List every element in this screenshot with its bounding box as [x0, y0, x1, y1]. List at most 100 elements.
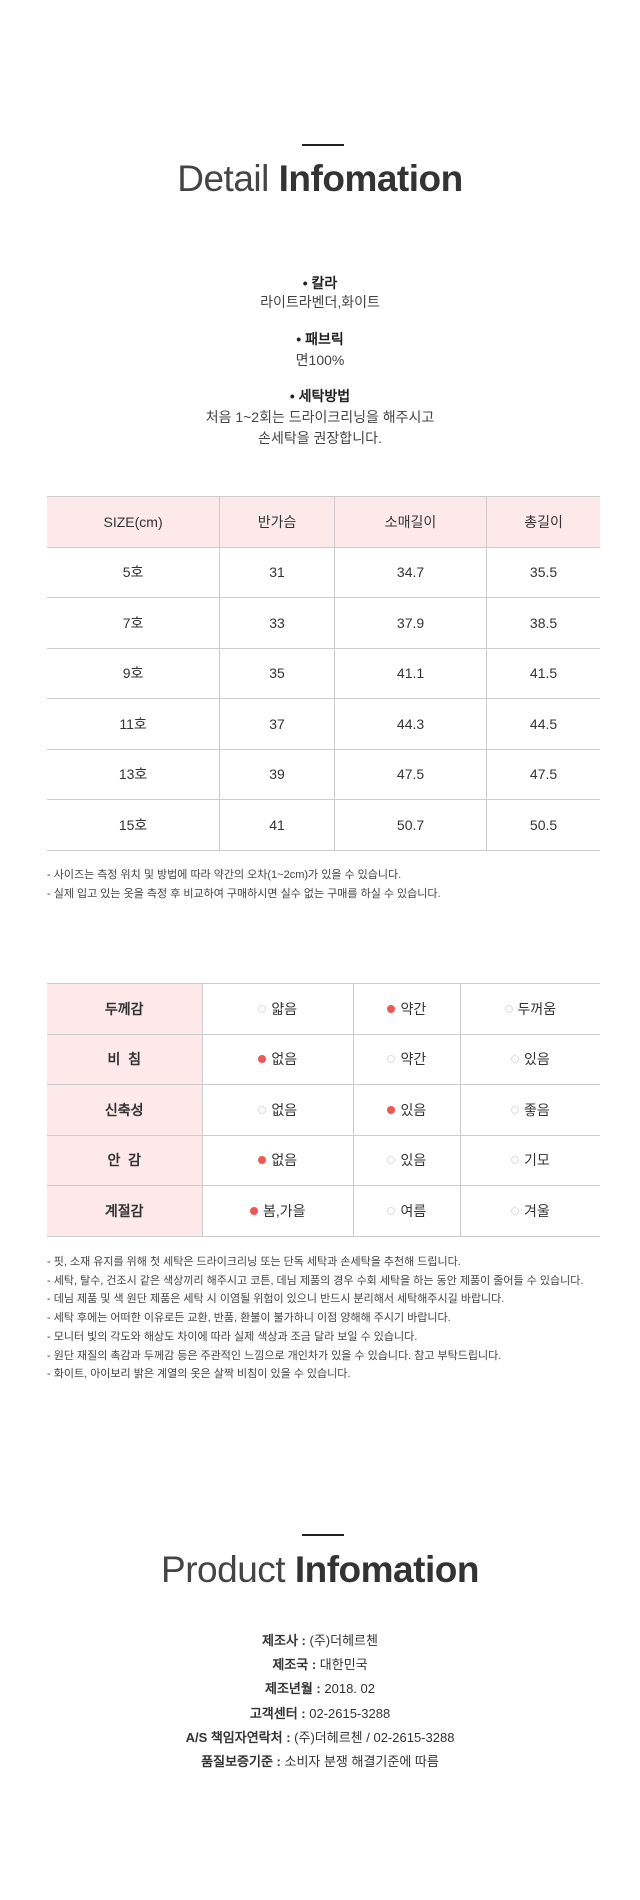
- option-label: 얇음: [271, 1000, 298, 1017]
- note-line: - 세탁 후에는 어떠한 이유로든 교환, 반품, 환불이 불가하니 이점 양해…: [47, 1312, 451, 1325]
- feel-option: 없음: [201, 1084, 354, 1136]
- note-line: - 핏, 소재 유지를 위해 첫 세탁은 드라이크리닝 또는 단독 세탁과 손세…: [47, 1256, 461, 1268]
- feel-row: 신축성 없음 있음 좋음: [47, 1084, 600, 1136]
- feel-option: 없음: [201, 1033, 354, 1085]
- table-row: 5호 31 34.7 35.5: [47, 546, 600, 598]
- feel-option: 있음: [459, 1033, 600, 1085]
- feel-option: 얇음: [201, 983, 354, 1035]
- bullet-icon: •: [296, 331, 306, 347]
- info-label: 제조국 :: [272, 1657, 317, 1673]
- option-label: 있음: [523, 1051, 550, 1068]
- feel-label: 두께감: [47, 983, 202, 1035]
- detail-title: Detail Infomation: [177, 158, 463, 199]
- spec-value: 손세탁을 권장합니다.: [258, 430, 382, 446]
- table-row: 9호 35 41.1 41.5: [47, 647, 600, 699]
- table-cell: 50.7: [333, 799, 487, 851]
- fabric-feel-table: 두께감 얇음 약간 두꺼움 비 침 없음 약간 있음 신축성 없음 있음 좋음 안 감 없음 있음 기모 계절감…: [47, 983, 600, 1237]
- selected-dot-icon: [258, 1055, 267, 1064]
- info-label: A/S 책임자연락처 :: [185, 1729, 291, 1745]
- unselected-dot-icon: [510, 1105, 519, 1114]
- info-value: 소비자 분쟁 해결기준에 따름: [284, 1754, 439, 1770]
- feel-label: 안 감: [47, 1134, 202, 1186]
- size-header: 반가슴: [219, 496, 335, 548]
- note-line: - 세탁, 탈수, 건조시 같은 색상끼리 해주시고 코튼, 데님 제품의 경우…: [47, 1274, 584, 1287]
- note-line: - 모니터 빛의 각도와 해상도 차이에 따라 실제 색상과 조금 달라 보일 …: [47, 1330, 418, 1343]
- unselected-dot-icon: [387, 1156, 396, 1165]
- table-row: 13호 39 47.5 47.5: [47, 748, 600, 800]
- bullet-icon: •: [289, 388, 299, 404]
- note-line: - 사이즈는 측정 위치 및 방법에 따라 약간의 오차(1~2cm)가 있을 …: [47, 869, 402, 881]
- unselected-dot-icon: [258, 1004, 267, 1013]
- info-line: 제조년월 : 2018. 02: [0, 1677, 640, 1701]
- table-cell: 13호: [47, 748, 220, 800]
- note-line: - 데님 제품 및 색 원단 제품은 세탁 시 이염될 위험이 있으니 반드시 …: [47, 1293, 505, 1306]
- spec-label: • 칼라: [302, 275, 338, 291]
- table-cell: 15호: [47, 799, 220, 851]
- table-cell: 35: [219, 647, 335, 699]
- spec-value: 라이트라벤더,화이트: [260, 294, 380, 310]
- size-header: 총길이: [486, 496, 600, 548]
- table-cell: 7호: [47, 597, 220, 649]
- care-notes: - 핏, 소재 유지를 위해 첫 세탁은 드라이크리닝 또는 단독 세탁과 손세…: [47, 1253, 583, 1384]
- table-cell: 11호: [47, 698, 220, 750]
- feel-option: 약간: [353, 983, 461, 1035]
- feel-row: 비 침 없음 약간 있음: [47, 1033, 600, 1085]
- info-value: (주)더헤르첸 / 02-2615-3288: [294, 1729, 455, 1745]
- option-label: 있음: [400, 1152, 427, 1169]
- table-row: 11호 37 44.3 44.5: [47, 698, 600, 750]
- feel-row: 안 감 없음 있음 기모: [47, 1134, 600, 1186]
- table-cell: 5호: [47, 546, 220, 598]
- table-cell: 9호: [47, 647, 220, 699]
- info-value: 2018. 02: [324, 1681, 375, 1697]
- info-line: 제조국 : 대한민국: [0, 1653, 640, 1677]
- table-cell: 44.3: [333, 698, 487, 750]
- size-header: SIZE(cm): [47, 496, 220, 548]
- unselected-dot-icon: [510, 1206, 519, 1215]
- feel-option: 여름: [353, 1185, 461, 1237]
- feel-option: 좋음: [459, 1084, 600, 1136]
- feel-option: 있음: [353, 1084, 461, 1136]
- table-cell: 38.5: [486, 597, 600, 649]
- option-label: 겨울: [523, 1202, 550, 1219]
- option-label: 기모: [523, 1152, 550, 1169]
- feel-option: 두꺼움: [459, 983, 600, 1035]
- info-line: 품질보증기준 : 소비자 분쟁 해결기준에 따름: [0, 1750, 640, 1774]
- info-line: A/S 책임자연락처 : (주)더헤르첸 / 02-2615-3288: [0, 1726, 640, 1750]
- table-cell: 35.5: [486, 546, 600, 598]
- option-label: 없음: [271, 1152, 298, 1169]
- unselected-dot-icon: [387, 1055, 396, 1064]
- spec-label: • 패브릭: [296, 331, 344, 347]
- bullet-icon: •: [302, 275, 312, 291]
- feel-option: 봄,가을: [201, 1185, 354, 1237]
- table-row: 15호 41 50.7 50.5: [47, 799, 600, 851]
- feel-option: 있음: [353, 1134, 461, 1186]
- unselected-dot-icon: [510, 1156, 519, 1165]
- option-label: 약간: [400, 1000, 427, 1017]
- table-cell: 31: [219, 546, 335, 598]
- feel-row: 계절감 봄,가을 여름 겨울: [47, 1185, 600, 1237]
- table-cell: 37: [219, 698, 335, 750]
- spec-label: • 세탁방법: [289, 388, 351, 404]
- feel-label: 신축성: [47, 1084, 202, 1136]
- info-label: 품질보증기준 :: [201, 1754, 281, 1770]
- feel-option: 기모: [459, 1134, 600, 1186]
- option-label: 약간: [400, 1051, 427, 1068]
- spec-value: 처음 1~2회는 드라이크리닝을 해주시고: [205, 409, 435, 425]
- info-line: 제조사 : (주)더헤르첸: [0, 1629, 640, 1653]
- product-title: Product Infomation: [161, 1549, 479, 1590]
- info-value: 02-2615-3288: [309, 1705, 391, 1721]
- unselected-dot-icon: [258, 1105, 267, 1114]
- unselected-dot-icon: [387, 1206, 396, 1215]
- option-label: 여름: [400, 1202, 427, 1219]
- selected-dot-icon: [258, 1156, 267, 1165]
- table-cell: 34.7: [333, 546, 487, 598]
- title-divider: [302, 144, 344, 146]
- feel-row: 두께감 얇음 약간 두꺼움: [47, 983, 600, 1035]
- selected-dot-icon: [387, 1004, 396, 1013]
- feel-option: 없음: [201, 1134, 354, 1186]
- option-label: 없음: [271, 1101, 298, 1118]
- table-cell: 50.5: [486, 799, 600, 851]
- option-label: 있음: [400, 1101, 427, 1118]
- table-row: 7호 33 37.9 38.5: [47, 597, 600, 649]
- table-cell: 47.5: [486, 748, 600, 800]
